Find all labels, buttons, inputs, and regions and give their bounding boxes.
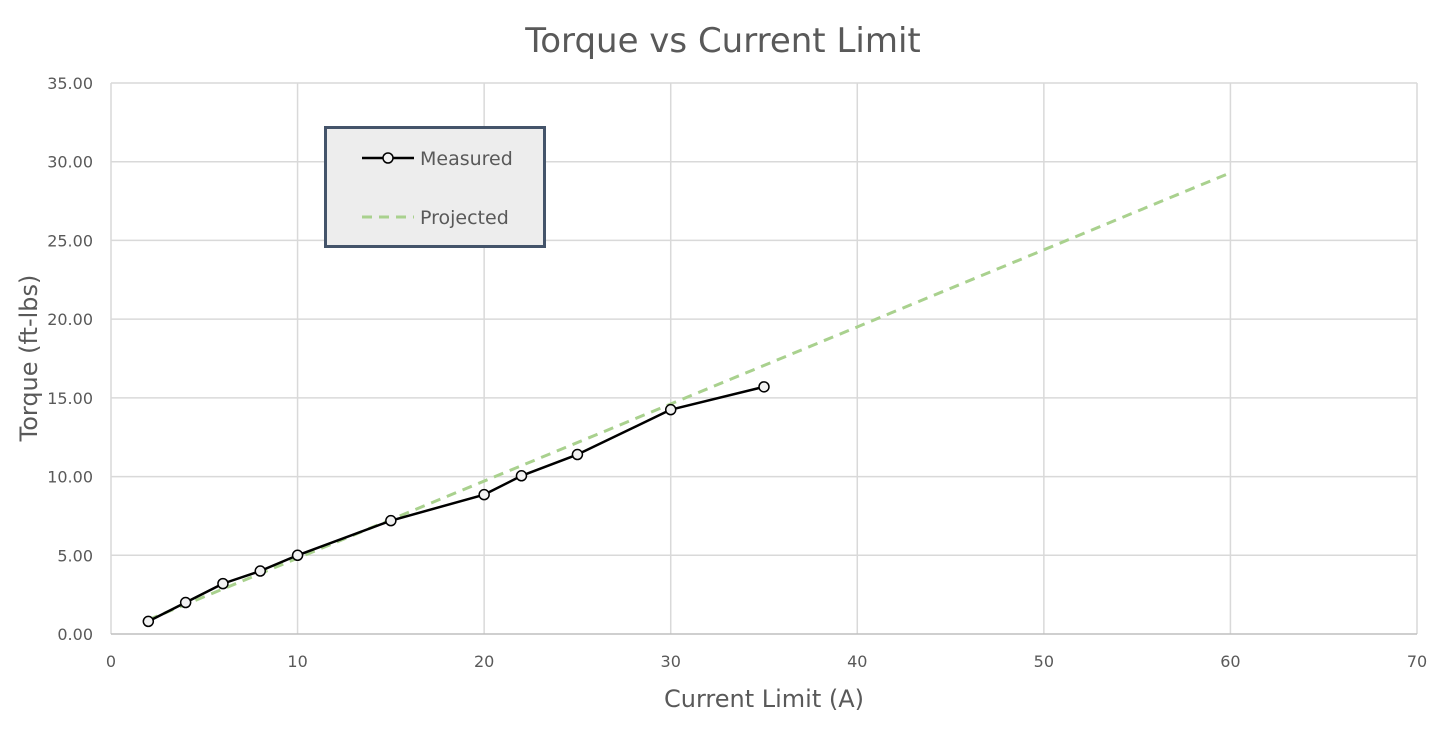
y-tick-label: 20.00: [47, 310, 93, 329]
x-tick-label: 60: [1220, 652, 1240, 671]
y-axis-label: Torque (ft-lbs): [15, 275, 43, 443]
chart-title: Torque vs Current Limit: [524, 21, 920, 61]
y-tick-label: 30.00: [47, 153, 93, 172]
measured-point: [571, 448, 584, 461]
x-tick-label: 0: [106, 652, 116, 671]
legend-box: [324, 126, 546, 248]
measured-point: [478, 488, 490, 501]
x-tick-label: 30: [661, 652, 681, 671]
x-tick-label: 10: [287, 652, 307, 671]
measured-point: [291, 549, 304, 562]
measured-series-line: [147, 385, 765, 623]
y-tick-labels: 0.00 5.00 10.00 15.00 20.00 25.00 30.00 35.00: [47, 74, 93, 644]
legend-measured-marker: [382, 152, 394, 164]
measured-point: [217, 577, 229, 590]
measured-point: [254, 565, 267, 577]
legend-measured-label: Measured: [420, 148, 513, 170]
measured-point: [142, 615, 155, 628]
x-tick-label: 70: [1407, 652, 1427, 671]
measured-point: [758, 381, 770, 393]
y-tick-label: 15.00: [47, 389, 93, 408]
x-tick-label: 50: [1034, 652, 1054, 671]
y-tick-label: 25.00: [47, 231, 93, 250]
y-tick-label: 10.00: [47, 468, 93, 487]
x-tick-label: 40: [847, 652, 867, 671]
y-tick-label: 35.00: [47, 74, 93, 93]
measured-point: [664, 403, 677, 416]
y-tick-label: 5.00: [57, 546, 93, 565]
axes: [110, 83, 1417, 635]
legend: Measured Projected: [324, 126, 546, 248]
projected-series-line: [147, 171, 1232, 622]
series: [142, 171, 1232, 628]
measured-point: [179, 596, 192, 609]
x-tick-labels: 0 10 20 30 40 50 60 70: [106, 652, 1427, 671]
measured-point: [385, 514, 397, 527]
legend-items: Measured Projected: [362, 148, 513, 229]
y-tick-label: 0.00: [57, 625, 93, 644]
x-axis-label: Current Limit (A): [664, 685, 864, 713]
legend-projected-label: Projected: [420, 207, 509, 229]
x-tick-label: 20: [474, 652, 494, 671]
measured-point: [515, 470, 528, 482]
